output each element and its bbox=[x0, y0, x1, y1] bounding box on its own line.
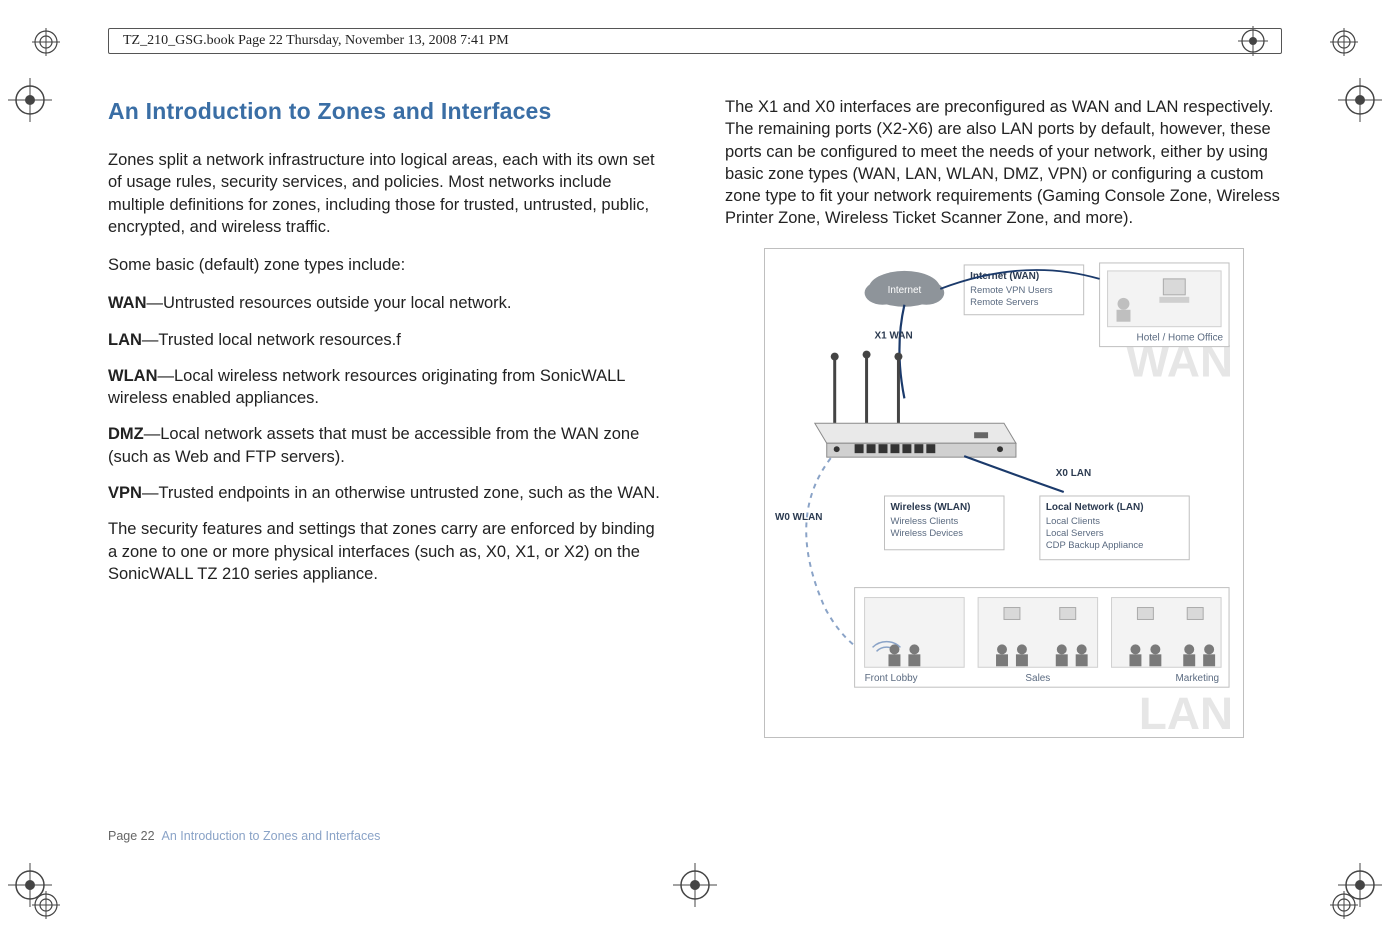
zones-diagram: WAN LAN Internet Internet (WAN) Re bbox=[764, 248, 1244, 738]
crop-mark-side bbox=[1338, 863, 1382, 907]
svg-text:Wireless Devices: Wireless Devices bbox=[890, 527, 963, 538]
footer-title: An Introduction to Zones and Interfaces bbox=[162, 829, 381, 843]
crop-mark-side bbox=[8, 863, 52, 907]
desc-wan: —Untrusted resources outside your local … bbox=[147, 294, 512, 312]
internet-cloud-icon: Internet bbox=[864, 271, 944, 307]
crop-mark-side bbox=[1338, 78, 1382, 122]
x0lan-label: X0 LAN bbox=[1055, 468, 1090, 479]
term-vpn: VPN bbox=[108, 484, 142, 502]
svg-text:Wireless (WLAN): Wireless (WLAN) bbox=[890, 502, 970, 513]
crop-mark-center-bottom bbox=[673, 863, 717, 907]
crop-mark-top-left bbox=[32, 28, 60, 56]
footer-page: Page 22 bbox=[108, 829, 155, 843]
term-dmz: DMZ bbox=[108, 425, 144, 443]
def-dmz: DMZ—Local network assets that must be ac… bbox=[108, 423, 665, 468]
running-header: TZ_210_GSG.book Page 22 Thursday, Novemb… bbox=[108, 28, 1282, 54]
lan-info-box: Local Network (LAN) Local Clients Local … bbox=[1039, 496, 1188, 560]
svg-text:Wireless Clients: Wireless Clients bbox=[890, 515, 958, 526]
def-vpn: VPN—Trusted endpoints in an otherwise un… bbox=[108, 482, 665, 504]
crop-mark-side bbox=[8, 78, 52, 122]
term-wan: WAN bbox=[108, 294, 147, 312]
hotel-office-box: Hotel / Home Office bbox=[1099, 263, 1228, 347]
marketing-label: Marketing bbox=[1175, 673, 1219, 684]
desc-dmz: —Local network assets that must be acces… bbox=[108, 425, 639, 465]
desc-lan: —Trusted local network resources.f bbox=[142, 331, 401, 349]
svg-text:Local Clients: Local Clients bbox=[1045, 515, 1099, 526]
lan-watermark: LAN bbox=[1138, 688, 1232, 737]
svg-text:Local Network (LAN): Local Network (LAN) bbox=[1045, 502, 1143, 513]
lan-line bbox=[964, 456, 1064, 492]
def-wan: WAN—Untrusted resources outside your loc… bbox=[108, 292, 665, 314]
svg-text:Remote Servers: Remote Servers bbox=[970, 296, 1039, 307]
page-footer: Page 22 An Introduction to Zones and Int… bbox=[108, 829, 380, 843]
types-intro: Some basic (default) zone types include: bbox=[108, 254, 665, 276]
def-lan: LAN—Trusted local network resources.f bbox=[108, 329, 665, 351]
wlan-info-box: Wireless (WLAN) Wireless Clients Wireles… bbox=[884, 496, 1004, 550]
appliance-icon bbox=[814, 350, 1015, 457]
def-wlan: WLAN—Local wireless network resources or… bbox=[108, 365, 665, 410]
front-lobby-label: Front Lobby bbox=[864, 673, 917, 684]
internet-cloud-label: Internet bbox=[887, 284, 921, 295]
sales-label: Sales bbox=[1025, 673, 1050, 684]
term-lan: LAN bbox=[108, 331, 142, 349]
page-heading: An Introduction to Zones and Interfaces bbox=[108, 96, 665, 127]
svg-text:Local Servers: Local Servers bbox=[1045, 527, 1103, 538]
x1wan-label: X1 WAN bbox=[874, 330, 912, 341]
desc-vpn: —Trusted endpoints in an otherwise untru… bbox=[142, 484, 660, 502]
w0wlan-label: W0 WLAN bbox=[774, 511, 821, 522]
running-header-text: TZ_210_GSG.book Page 22 Thursday, Novemb… bbox=[123, 33, 509, 49]
office-illustration: Front Lobby Sales Marketing bbox=[854, 587, 1228, 687]
right-intro: The X1 and X0 interfaces are preconfigur… bbox=[725, 96, 1282, 230]
term-wlan: WLAN bbox=[108, 367, 157, 385]
desc-wlan: —Local wireless network resources origin… bbox=[108, 367, 625, 407]
svg-text:Remote VPN Users: Remote VPN Users bbox=[970, 284, 1053, 295]
crop-mark-top-right bbox=[1330, 28, 1358, 56]
intro-paragraph: Zones split a network infrastructure int… bbox=[108, 149, 665, 238]
left-column: An Introduction to Zones and Interfaces … bbox=[108, 96, 665, 817]
enforce-paragraph: The security features and settings that … bbox=[108, 518, 665, 585]
wan-line bbox=[899, 304, 904, 398]
right-column: The X1 and X0 interfaces are preconfigur… bbox=[725, 96, 1282, 817]
svg-text:Hotel / Home Office: Hotel / Home Office bbox=[1136, 332, 1223, 343]
svg-text:CDP Backup Appliance: CDP Backup Appliance bbox=[1045, 539, 1143, 550]
